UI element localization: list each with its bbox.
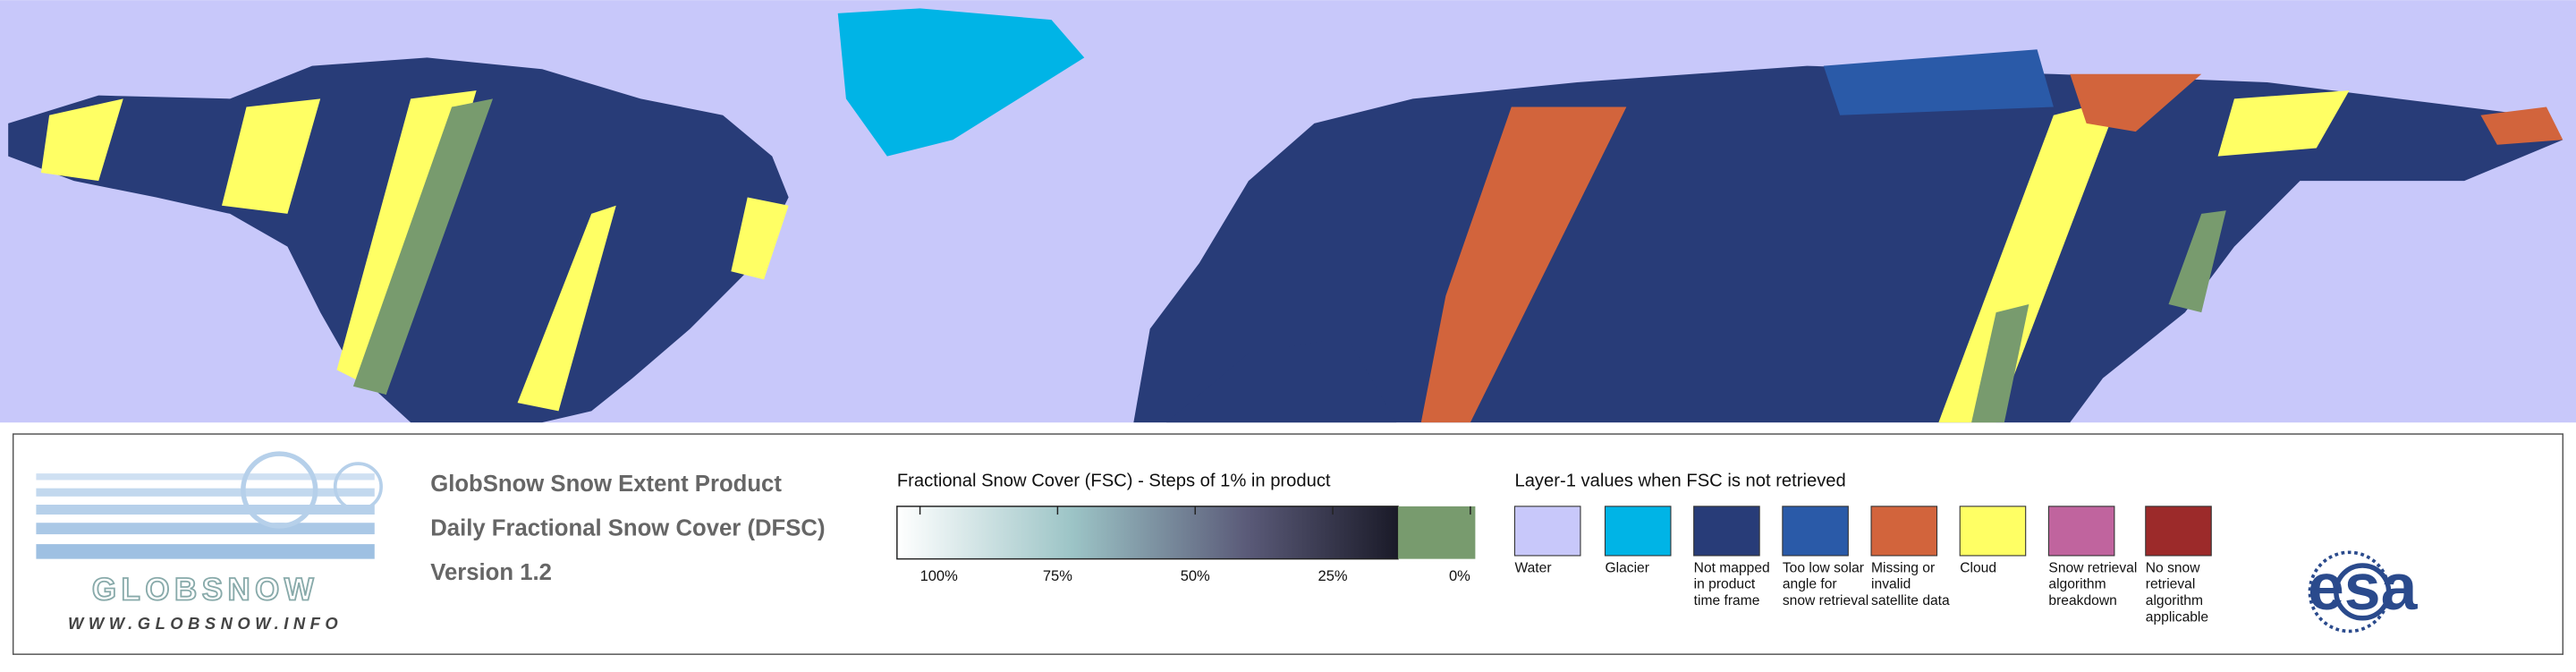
fsc-tick-label: 100% — [920, 567, 959, 584]
legend-swatch — [2145, 506, 2212, 557]
cloud-band — [1938, 98, 2120, 423]
legend-label: Missing or invalid satellite data — [1871, 558, 1950, 608]
legend-label: Too low solar angle for snow retrieval — [1782, 558, 1869, 608]
cloud-band — [221, 98, 321, 214]
fsc-title: Fractional Snow Cover (FSC) - Steps of 1… — [897, 472, 1331, 491]
fsc-tick-label: 25% — [1318, 567, 1348, 584]
legend-label: Not mapped in product time frame — [1693, 558, 1770, 608]
esa-text: esa — [2308, 549, 2419, 624]
fsc-ticks: 100% 75% 50% 25% 0% — [919, 506, 1471, 584]
fsc-colorbar — [896, 506, 1399, 560]
missing-band — [2070, 73, 2202, 132]
legend-swatch — [1513, 506, 1581, 557]
map — [0, 0, 2576, 423]
fsc-tick-label: 0% — [1449, 567, 1470, 584]
missing-band — [1420, 106, 1627, 423]
title: GlobSnow Snow Extent Product — [430, 472, 782, 497]
version: Version 1.2 — [430, 560, 552, 585]
africa — [1166, 336, 1397, 423]
legend-label: Water — [1514, 558, 1552, 575]
legend-label: Snow retrieval algorithm breakdown — [2048, 558, 2138, 608]
cloud-band — [731, 197, 789, 280]
legend-label: No snow retrieval algorithm applicable — [2145, 558, 2209, 625]
fsc-tick-label: 75% — [1043, 567, 1072, 584]
legend-swatch — [1870, 506, 1938, 557]
legend-label: Glacier — [1605, 558, 1649, 575]
legend-label-box: Missing or invalid satellite data — [1871, 558, 1950, 608]
legend-label-box: Cloud — [1960, 558, 1997, 575]
legend-label-box: Not mapped in product time frame — [1693, 558, 1770, 608]
legend-label-box: Snow retrieval algorithm breakdown — [2048, 558, 2138, 608]
legend-label: Cloud — [1960, 558, 1997, 575]
snow-band — [352, 98, 494, 395]
fsc-tick-label: 50% — [1181, 567, 1210, 584]
low-solar-area — [1823, 49, 2054, 115]
subtitle: Daily Fractional Snow Cover (DFSC) — [430, 515, 825, 540]
legend-swatch — [1604, 506, 1672, 557]
legend-label-box: No snow retrieval algorithm applicable — [2145, 558, 2209, 625]
legend-swatch — [1959, 506, 2027, 557]
fsc-zero-box — [1398, 506, 1476, 559]
legend-swatch — [1782, 506, 1849, 557]
cloud-band — [2217, 90, 2350, 157]
website: WWW.GLOBSNOW.INFO — [68, 614, 343, 633]
missing-area — [2480, 106, 2563, 145]
legend-label-box: Too low solar angle for snow retrieval — [1782, 558, 1869, 608]
logo-text: GLOBSNOW — [92, 573, 318, 608]
esa-logo: esa — [2308, 549, 2419, 634]
snow-band — [1971, 303, 2029, 423]
cloud-band — [517, 205, 616, 412]
cloud-band — [40, 98, 123, 182]
layer-title: Layer-1 values when FSC is not retrieved — [1514, 472, 1845, 491]
legend-label-box: Water — [1514, 558, 1552, 575]
legend-swatch — [1693, 506, 1760, 557]
layer-items: Water Glacier Not mapped in product time f… — [1513, 506, 2212, 625]
legend-label-box: Glacier — [1605, 558, 1649, 575]
globsnow-logo: GLOBSNOW WWW.GLOBSNOW.INFO — [36, 451, 383, 633]
legend-swatch — [2047, 506, 2115, 557]
snow-band — [2168, 210, 2226, 313]
greenland — [837, 8, 1085, 157]
